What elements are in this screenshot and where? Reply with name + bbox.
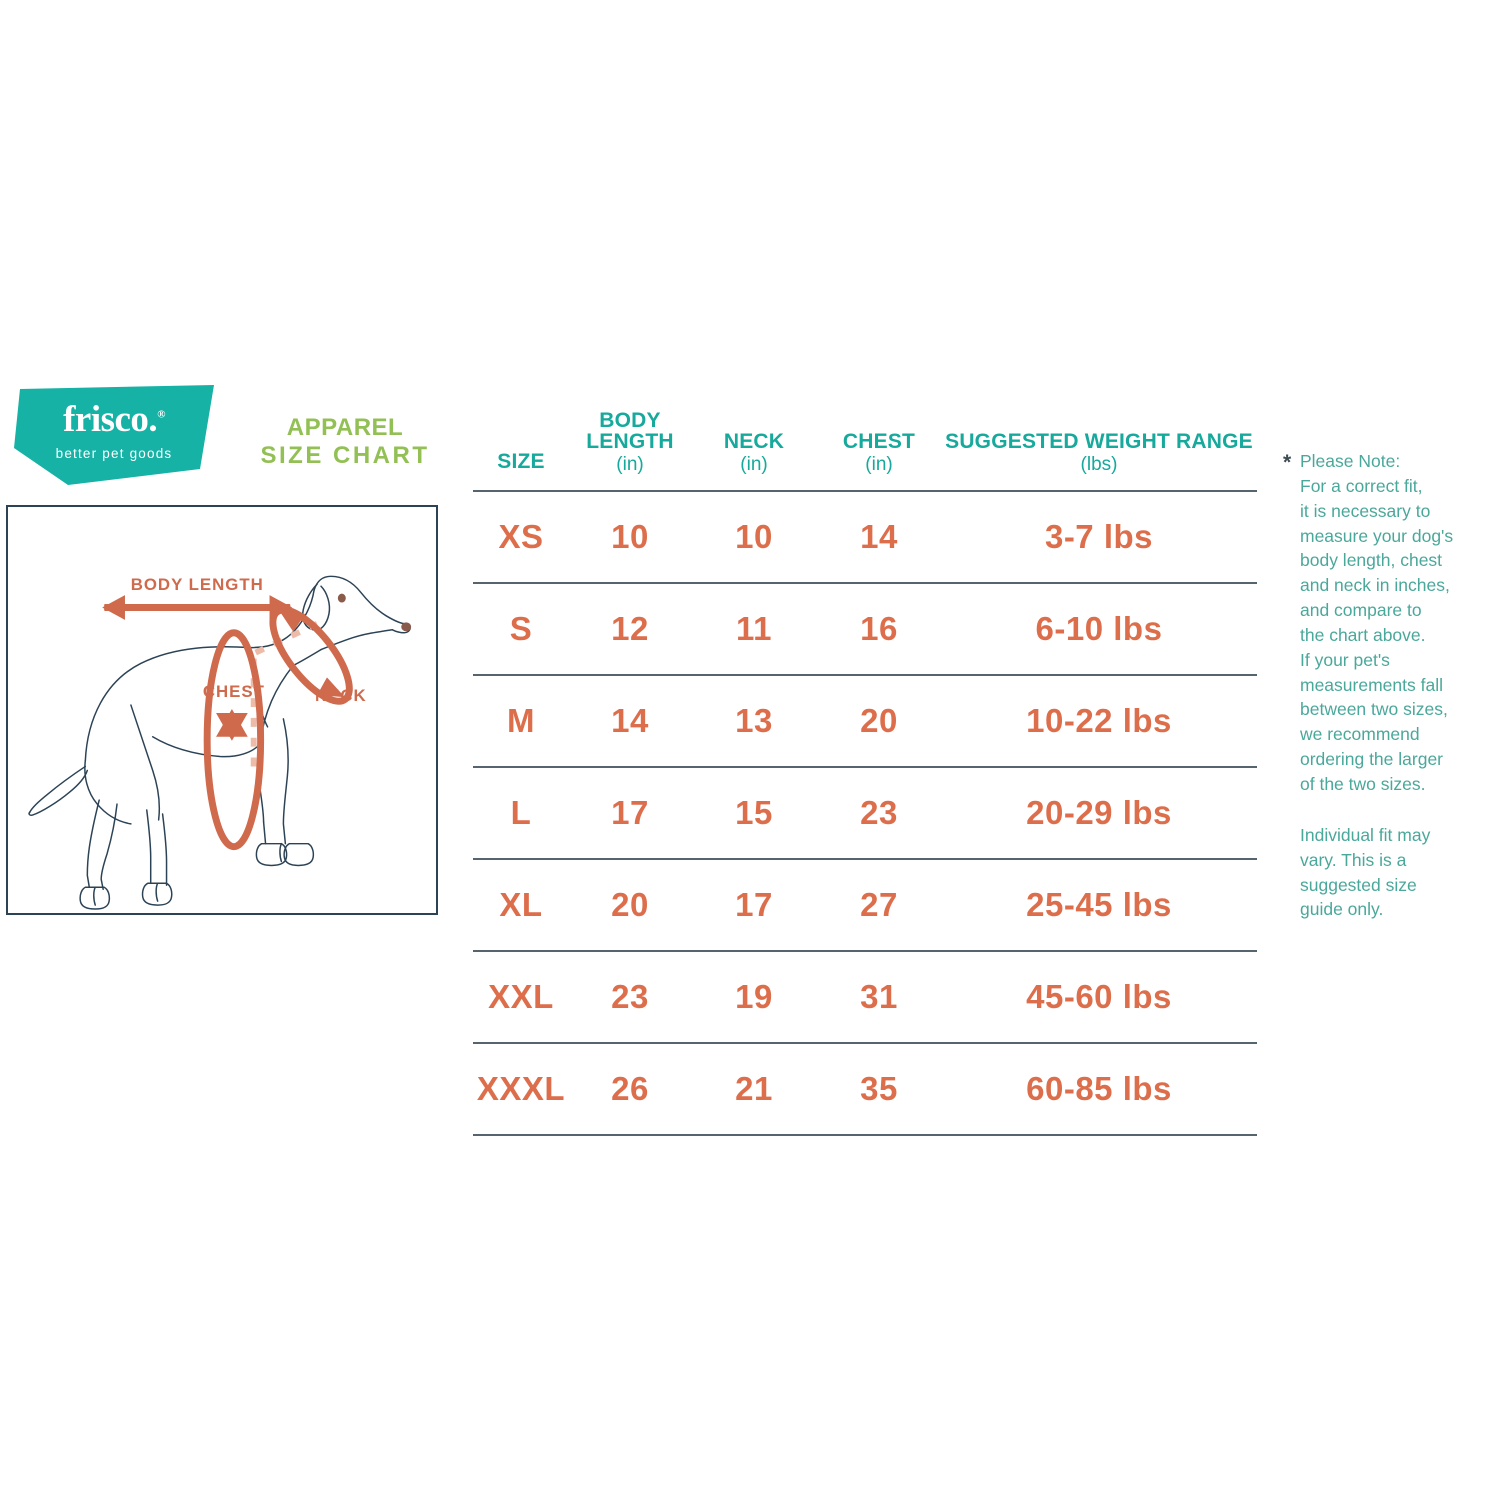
- column-header-weight: SUGGESTED WEIGHT RANGE (lbs): [941, 410, 1257, 491]
- neck-arrowheads-icon: [277, 608, 345, 698]
- column-header-chest-label: CHEST: [842, 430, 916, 454]
- column-header-chest: CHEST (in): [817, 410, 941, 491]
- cell-neck: 15: [691, 766, 817, 860]
- cell-weight: 10-22 lbs: [941, 674, 1257, 768]
- fit-note: * Please Note: For a correct fit, it is …: [1283, 449, 1479, 922]
- cell-weight: 20-29 lbs: [941, 766, 1257, 860]
- cell-chest: 16: [817, 582, 941, 676]
- cell-weight: 45-60 lbs: [941, 950, 1257, 1044]
- column-header-neck-unit: (in): [740, 453, 768, 475]
- cell-weight: 3-7 lbs: [941, 490, 1257, 584]
- chest-measure-icon: [203, 629, 265, 851]
- column-header-weight-unit: (lbs): [1080, 453, 1118, 475]
- column-header-size-label: SIZE: [497, 449, 545, 473]
- cell-chest: 31: [817, 950, 941, 1044]
- table-row: XL 20 17 27 25-45 lbs: [473, 858, 1257, 952]
- dog-measurement-illustration: BODY LENGTH CHEST NECK: [28, 575, 412, 910]
- cell-size: M: [473, 674, 569, 768]
- cell-neck: 11: [691, 582, 817, 676]
- column-header-chest-unit: (in): [865, 453, 893, 475]
- chest-arrowheads-icon: [216, 709, 248, 741]
- table-row: S 12 11 16 6-10 lbs: [473, 582, 1257, 676]
- measurement-diagram: BODY LENGTH CHEST NECK: [6, 505, 438, 915]
- cell-size: S: [473, 582, 569, 676]
- cell-chest: 27: [817, 858, 941, 952]
- chest-label: CHEST: [203, 682, 265, 701]
- cell-size: XXXL: [473, 1042, 569, 1137]
- cell-weight: 6-10 lbs: [941, 582, 1257, 676]
- table-header-row: SIZE BODY LENGTH (in) NECK (in) CHEST (i…: [473, 410, 1257, 491]
- column-header-weight-label: SUGGESTED WEIGHT RANGE: [945, 430, 1253, 454]
- frisco-logo: frisco.® better pet goods: [14, 385, 214, 485]
- size-chart-table: SIZE BODY LENGTH (in) NECK (in) CHEST (i…: [473, 410, 1257, 1137]
- column-header-size: SIZE: [473, 410, 569, 491]
- cell-chest: 23: [817, 766, 941, 860]
- table-row: XXXL 26 21 35 60-85 lbs: [473, 1042, 1257, 1137]
- cell-body-length: 17: [569, 766, 691, 860]
- cell-size: XL: [473, 858, 569, 952]
- cell-body-length: 20: [569, 858, 691, 952]
- cell-weight: 25-45 lbs: [941, 858, 1257, 952]
- cell-size: XXL: [473, 950, 569, 1044]
- registered-mark-icon: ®: [157, 408, 165, 421]
- dog-eye-icon: [337, 593, 346, 603]
- cell-size: XS: [473, 490, 569, 584]
- cell-neck: 19: [691, 950, 817, 1044]
- dog-outline-icon: [28, 575, 411, 910]
- cell-chest: 35: [817, 1042, 941, 1137]
- column-header-body-length: BODY LENGTH (in): [569, 410, 691, 491]
- column-header-neck: NECK (in): [691, 410, 817, 491]
- logo-brand-name: frisco.: [63, 399, 158, 440]
- cell-neck: 10: [691, 490, 817, 584]
- column-header-body-length-unit: (in): [616, 453, 644, 475]
- cell-neck: 13: [691, 674, 817, 768]
- page-title-line2: SIZE CHART: [260, 441, 430, 469]
- neck-measure-icon: [269, 606, 353, 705]
- logo-badge-shape: [14, 385, 214, 485]
- cell-body-length: 23: [569, 950, 691, 1044]
- fit-note-paragraph-1: Please Note: For a correct fit, it is ne…: [1300, 451, 1454, 794]
- body-length-arrow-icon: [102, 595, 293, 620]
- page-title: APPAREL SIZE CHART: [250, 414, 440, 469]
- logo-wordmark: frisco.®: [14, 401, 214, 438]
- neck-label: NECK: [315, 686, 367, 705]
- fit-note-paragraph-2: Individual fit may vary. This is a sugge…: [1300, 824, 1431, 920]
- column-header-neck-label: NECK: [723, 430, 785, 454]
- column-header-body-length-label: BODY LENGTH: [586, 409, 674, 454]
- cell-chest: 20: [817, 674, 941, 768]
- page-title-line1: APPAREL: [286, 414, 404, 441]
- cell-body-length: 14: [569, 674, 691, 768]
- cell-body-length: 26: [569, 1042, 691, 1137]
- dog-nose-icon: [401, 622, 412, 632]
- cell-size: L: [473, 766, 569, 860]
- body-length-label: BODY LENGTH: [131, 575, 264, 594]
- logo-tagline: better pet goods: [55, 446, 173, 461]
- table-row: M 14 13 20 10-22 lbs: [473, 674, 1257, 768]
- cell-weight: 60-85 lbs: [941, 1042, 1257, 1137]
- cell-chest: 14: [817, 490, 941, 584]
- cell-neck: 21: [691, 1042, 817, 1137]
- cell-body-length: 12: [569, 582, 691, 676]
- table-row: L 17 15 23 20-29 lbs: [473, 766, 1257, 860]
- asterisk-icon: *: [1283, 451, 1292, 474]
- table-row: XXL 23 19 31 45-60 lbs: [473, 950, 1257, 1044]
- table-row: XS 10 10 14 3-7 lbs: [473, 490, 1257, 584]
- cell-neck: 17: [691, 858, 817, 952]
- cell-body-length: 10: [569, 490, 691, 584]
